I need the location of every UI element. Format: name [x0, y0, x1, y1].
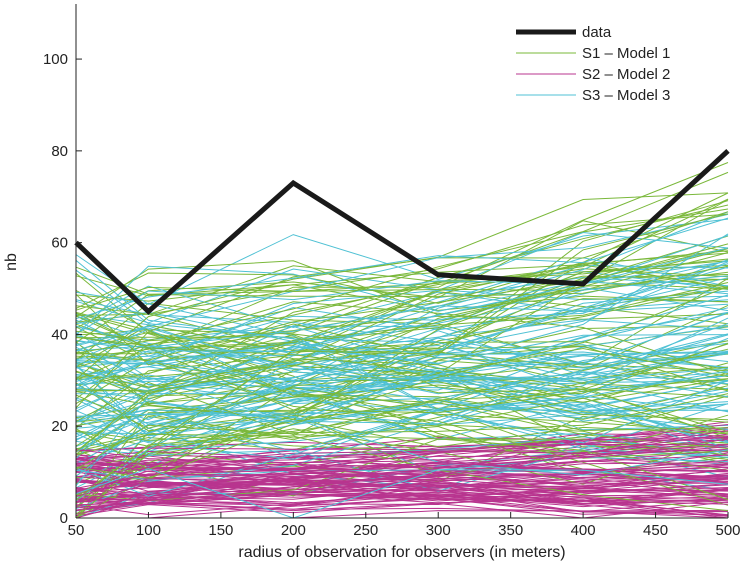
model-line-s1: [75, 235, 729, 405]
model-line-s1: [75, 192, 729, 380]
model-line-s3: [75, 275, 729, 420]
model-line-s3: [75, 328, 729, 412]
x-tick-label: 150: [208, 522, 233, 539]
model-line-s3: [75, 265, 729, 336]
model-line-s2: [75, 446, 729, 472]
model-line-s2: [75, 487, 729, 505]
x-tick-label: 450: [643, 522, 668, 539]
model-line-s3: [75, 325, 729, 382]
legend-label: data: [582, 24, 612, 41]
model-line-s1: [75, 213, 729, 498]
model-line-s3: [75, 266, 729, 423]
legend-label: S3 – Model 3: [582, 87, 670, 104]
model-line-s3: [75, 346, 729, 408]
model-line-s1: [75, 213, 729, 315]
model-line-s2: [75, 443, 729, 451]
model-line-s2: [75, 438, 729, 503]
x-tick-label: 400: [571, 522, 596, 539]
model-line-s3: [75, 233, 729, 487]
model-lines-group: [75, 162, 729, 519]
y-tick-label: 100: [43, 51, 68, 68]
model-line-s1: [75, 343, 729, 480]
model-line-s1: [75, 342, 729, 519]
data-line: [74, 149, 730, 315]
model-line-s3: [75, 342, 729, 377]
model-line-s1: [75, 260, 729, 447]
model-line-s1: [75, 433, 729, 512]
model-line-s1: [75, 274, 729, 515]
model-line-s3: [75, 247, 729, 386]
y-ticks: 0 20 40 60 80 100: [43, 51, 82, 527]
model-line-s2: [75, 481, 729, 505]
model-line-s3: [75, 213, 729, 352]
y-tick-label: 40: [51, 326, 68, 343]
model-line-s2: [75, 486, 729, 513]
axes: [75, 4, 728, 519]
model-line-s3: [75, 340, 729, 422]
x-tick-label: 250: [353, 522, 378, 539]
model-line-s1: [75, 243, 729, 453]
model-line-s1: [75, 200, 729, 510]
model-line-s3: [75, 399, 729, 441]
x-tick-label: 300: [426, 522, 451, 539]
model-line-s1: [75, 286, 729, 479]
model-line-s2: [75, 462, 729, 497]
model-line-s3: [75, 361, 729, 419]
x-ticks: 50 100 150 200 250 300 350 400 450 500: [68, 512, 741, 539]
model-line-s1: [75, 393, 729, 501]
model-line-s3: [75, 370, 729, 425]
model-line-s1: [75, 315, 729, 378]
model-line-s2: [75, 478, 729, 497]
model-line-s2: [75, 457, 729, 513]
x-tick-label: 350: [498, 522, 523, 539]
y-tick-label: 60: [51, 235, 68, 252]
model-line-s2: [75, 501, 729, 519]
model-line-s1: [75, 341, 729, 433]
legend-label: S1 – Model 1: [582, 45, 670, 62]
model-line-s3: [75, 218, 729, 305]
model-line-s3: [76, 351, 729, 395]
model-line-s1: [75, 261, 729, 309]
model-line-s3: [75, 346, 729, 391]
y-tick-label: 80: [51, 143, 68, 160]
y-tick-label: 20: [51, 418, 68, 435]
model-line-s1: [75, 399, 729, 470]
x-tick-label: 50: [68, 522, 85, 539]
model-line-s3: [75, 277, 729, 348]
model-line-s3: [75, 413, 729, 476]
data-line-group: [74, 149, 730, 315]
legend: data S1 – Model 1 S2 – Model 2 S3 – Model 3: [516, 24, 670, 104]
model-line-s1: [75, 162, 729, 359]
model-line-s1: [75, 171, 729, 341]
model-line-s1: [75, 348, 729, 455]
model-line-s2: [75, 474, 729, 507]
model-line-s3: [75, 456, 729, 481]
model-line-s2: [75, 462, 729, 491]
model-line-s1: [75, 324, 729, 371]
model-line-s3: [75, 371, 729, 425]
y-tick-label: 0: [60, 510, 68, 527]
model-line-s3: [75, 312, 729, 390]
x-tick-label: 200: [281, 522, 306, 539]
model-line-s3: [75, 377, 729, 442]
model-line-s2: [75, 489, 729, 511]
legend-label: S2 – Model 2: [582, 66, 670, 83]
model-line-s3: [75, 468, 729, 519]
model-line-s2: [75, 463, 729, 482]
y-axis-label: nb: [3, 253, 20, 271]
x-axis-label: radius of observation for observers (in …: [238, 544, 565, 561]
model-line-s3: [75, 294, 729, 509]
x-tick-label: 500: [715, 522, 740, 539]
model-line-s3: [75, 397, 729, 460]
x-tick-label: 100: [136, 522, 161, 539]
